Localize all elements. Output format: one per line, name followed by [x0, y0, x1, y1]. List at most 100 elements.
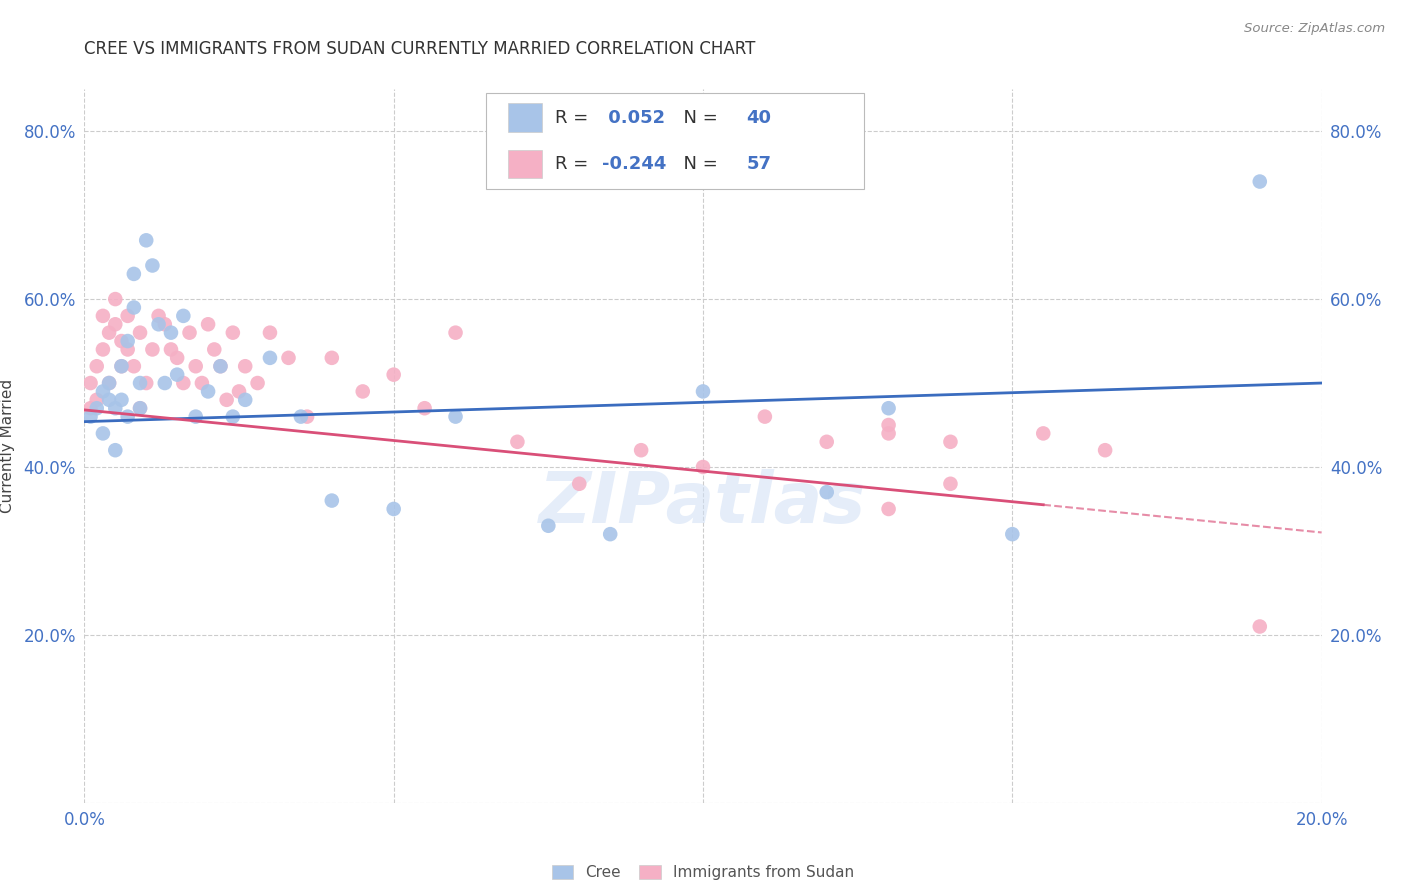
Point [382, 502, 405, 516]
Point [129, 401, 152, 416]
Point [79, 401, 101, 416]
Point [506, 434, 529, 449]
Point [537, 518, 560, 533]
Point [117, 334, 139, 348]
Point [1249, 619, 1271, 633]
Point [277, 351, 299, 365]
Point [877, 417, 900, 432]
Text: -0.244: -0.244 [602, 155, 666, 173]
Point [117, 409, 139, 424]
Point [233, 359, 256, 374]
Point [117, 309, 139, 323]
Point [79, 409, 101, 424]
Legend: Cree, Immigrants from Sudan: Cree, Immigrants from Sudan [547, 861, 859, 885]
Point [153, 318, 176, 332]
Point [295, 409, 318, 424]
Point [122, 267, 145, 281]
Point [413, 401, 436, 416]
Point [228, 384, 250, 399]
Point [98, 326, 121, 340]
Point [184, 409, 207, 424]
Point [352, 384, 374, 399]
Point [166, 368, 188, 382]
Point [91, 309, 114, 323]
Point [877, 401, 900, 416]
Point [129, 401, 152, 416]
Point [148, 309, 170, 323]
Point [98, 376, 121, 390]
Point [444, 326, 467, 340]
Text: ZIPatlas: ZIPatlas [540, 468, 866, 538]
Point [172, 309, 194, 323]
Text: Source: ZipAtlas.com: Source: ZipAtlas.com [1244, 22, 1385, 36]
Point [104, 292, 127, 306]
Point [444, 409, 467, 424]
Point [110, 359, 132, 374]
Point [172, 376, 194, 390]
Point [202, 343, 225, 357]
Point [79, 376, 101, 390]
Point [382, 368, 405, 382]
Point [135, 376, 157, 390]
Point [1094, 443, 1116, 458]
Point [692, 384, 714, 399]
Point [122, 301, 145, 315]
Point [91, 384, 114, 399]
Text: N =: N = [672, 155, 724, 173]
Text: 40: 40 [747, 109, 772, 127]
Point [184, 359, 207, 374]
Point [117, 343, 139, 357]
Point [129, 376, 152, 390]
FancyBboxPatch shape [486, 93, 863, 189]
Point [86, 392, 108, 407]
Point [179, 326, 201, 340]
Point [91, 343, 114, 357]
Point [209, 359, 232, 374]
Point [110, 392, 132, 407]
Bar [508, 150, 543, 178]
Point [877, 502, 900, 516]
Point [148, 318, 170, 332]
Point [86, 401, 108, 416]
Point [939, 476, 962, 491]
Point [122, 359, 145, 374]
Point [321, 493, 343, 508]
Text: R =: R = [554, 109, 593, 127]
Y-axis label: Currently Married: Currently Married [0, 379, 15, 513]
Point [939, 434, 962, 449]
Point [104, 443, 127, 458]
Point [233, 392, 256, 407]
Point [135, 233, 157, 247]
Point [1249, 175, 1271, 189]
Point [321, 351, 343, 365]
Point [222, 326, 245, 340]
Point [141, 343, 163, 357]
Point [86, 359, 108, 374]
Point [1001, 527, 1024, 541]
Point [110, 359, 132, 374]
Point [692, 460, 714, 475]
Point [104, 318, 127, 332]
Point [246, 376, 269, 390]
Text: R =: R = [554, 155, 593, 173]
Point [160, 326, 183, 340]
Point [599, 527, 621, 541]
Text: 0.052: 0.052 [602, 109, 665, 127]
Point [209, 359, 232, 374]
Bar [508, 103, 543, 132]
Point [259, 351, 281, 365]
Point [568, 476, 591, 491]
Point [259, 326, 281, 340]
Point [191, 376, 214, 390]
Point [160, 343, 183, 357]
Text: N =: N = [672, 109, 724, 127]
Point [877, 426, 900, 441]
Point [141, 259, 163, 273]
Point [215, 392, 238, 407]
Point [91, 426, 114, 441]
Point [129, 326, 152, 340]
Point [197, 318, 219, 332]
Point [630, 443, 652, 458]
Point [98, 392, 121, 407]
Point [290, 409, 312, 424]
